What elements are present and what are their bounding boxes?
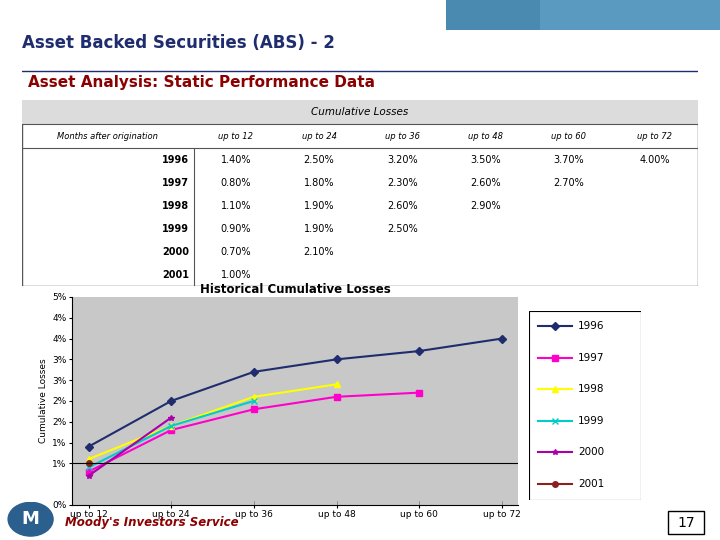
FancyBboxPatch shape bbox=[540, 0, 720, 30]
Text: 17: 17 bbox=[677, 516, 695, 530]
Text: 1998: 1998 bbox=[578, 384, 605, 394]
FancyBboxPatch shape bbox=[22, 100, 698, 124]
Text: 2.90%: 2.90% bbox=[470, 201, 501, 211]
Text: 2.30%: 2.30% bbox=[387, 178, 418, 188]
1996 bbox=[84, 443, 93, 450]
Text: 1.90%: 1.90% bbox=[304, 224, 334, 234]
Text: 3.70%: 3.70% bbox=[554, 155, 584, 165]
1998 bbox=[167, 423, 176, 429]
FancyBboxPatch shape bbox=[668, 511, 703, 535]
1996 bbox=[415, 348, 423, 354]
Line: 1996: 1996 bbox=[86, 336, 505, 449]
Line: 1998: 1998 bbox=[86, 382, 339, 462]
1998 bbox=[250, 394, 258, 400]
Text: 2.60%: 2.60% bbox=[387, 201, 418, 211]
1997 bbox=[332, 394, 341, 400]
Text: 2000: 2000 bbox=[162, 247, 189, 256]
1996 bbox=[167, 397, 176, 404]
Text: 3.50%: 3.50% bbox=[470, 155, 501, 165]
Text: Asset Backed Securities (ABS) - 2: Asset Backed Securities (ABS) - 2 bbox=[22, 35, 335, 52]
Text: up to 36: up to 36 bbox=[384, 132, 420, 141]
1999 bbox=[250, 397, 258, 404]
Text: 1.90%: 1.90% bbox=[304, 201, 334, 211]
Text: up to 60: up to 60 bbox=[552, 132, 586, 141]
Text: up to 12: up to 12 bbox=[218, 132, 253, 141]
Circle shape bbox=[8, 502, 53, 536]
Text: 1.40%: 1.40% bbox=[220, 155, 251, 165]
Line: 1999: 1999 bbox=[86, 398, 256, 470]
Text: Cumulative Losses: Cumulative Losses bbox=[311, 107, 409, 117]
Text: M: M bbox=[22, 510, 40, 528]
Text: 1.00%: 1.00% bbox=[220, 269, 251, 280]
1996 bbox=[250, 369, 258, 375]
Text: up to 24: up to 24 bbox=[302, 132, 336, 141]
2000 bbox=[84, 472, 93, 479]
1997 bbox=[250, 406, 258, 413]
Text: up to 72: up to 72 bbox=[637, 132, 672, 141]
1996 bbox=[332, 356, 341, 363]
Text: 2.50%: 2.50% bbox=[387, 224, 418, 234]
Text: 2001: 2001 bbox=[162, 269, 189, 280]
Text: 2000: 2000 bbox=[578, 447, 604, 457]
1997 bbox=[415, 389, 423, 396]
1998 bbox=[84, 456, 93, 462]
Text: 1997: 1997 bbox=[578, 353, 605, 363]
Text: 2.70%: 2.70% bbox=[554, 178, 584, 188]
Y-axis label: Cumulative Losses: Cumulative Losses bbox=[39, 359, 48, 443]
Text: 1.10%: 1.10% bbox=[220, 201, 251, 211]
Text: 2.60%: 2.60% bbox=[470, 178, 501, 188]
Text: 2.50%: 2.50% bbox=[304, 155, 334, 165]
Text: 4.00%: 4.00% bbox=[639, 155, 670, 165]
Line: 2000: 2000 bbox=[86, 415, 174, 478]
Text: 2001: 2001 bbox=[578, 479, 605, 489]
1996 bbox=[498, 335, 506, 342]
1999 bbox=[84, 464, 93, 471]
Text: 2.10%: 2.10% bbox=[304, 247, 334, 256]
Text: 1999: 1999 bbox=[162, 224, 189, 234]
Text: 1997: 1997 bbox=[162, 178, 189, 188]
Line: 1997: 1997 bbox=[86, 390, 422, 475]
FancyBboxPatch shape bbox=[446, 0, 720, 30]
Text: Months after origination: Months after origination bbox=[58, 132, 158, 141]
Text: Moody's Investors Service: Moody's Investors Service bbox=[65, 516, 238, 529]
1998 bbox=[332, 381, 341, 388]
Text: 1996: 1996 bbox=[578, 321, 605, 331]
Text: 1.80%: 1.80% bbox=[304, 178, 334, 188]
Text: Asset Analysis: Static Performance Data: Asset Analysis: Static Performance Data bbox=[28, 75, 375, 90]
Text: 1999: 1999 bbox=[578, 416, 605, 426]
1997 bbox=[167, 427, 176, 433]
Text: 0.70%: 0.70% bbox=[220, 247, 251, 256]
1999 bbox=[167, 423, 176, 429]
Text: up to 48: up to 48 bbox=[468, 132, 503, 141]
Text: 3.20%: 3.20% bbox=[387, 155, 418, 165]
FancyBboxPatch shape bbox=[22, 100, 698, 286]
Text: 0.90%: 0.90% bbox=[220, 224, 251, 234]
Title: Historical Cumulative Losses: Historical Cumulative Losses bbox=[200, 283, 390, 296]
2000 bbox=[167, 414, 176, 421]
Text: 1998: 1998 bbox=[162, 201, 189, 211]
Text: 0.80%: 0.80% bbox=[220, 178, 251, 188]
Text: 1996: 1996 bbox=[162, 155, 189, 165]
FancyBboxPatch shape bbox=[529, 310, 641, 500]
1997 bbox=[84, 468, 93, 475]
